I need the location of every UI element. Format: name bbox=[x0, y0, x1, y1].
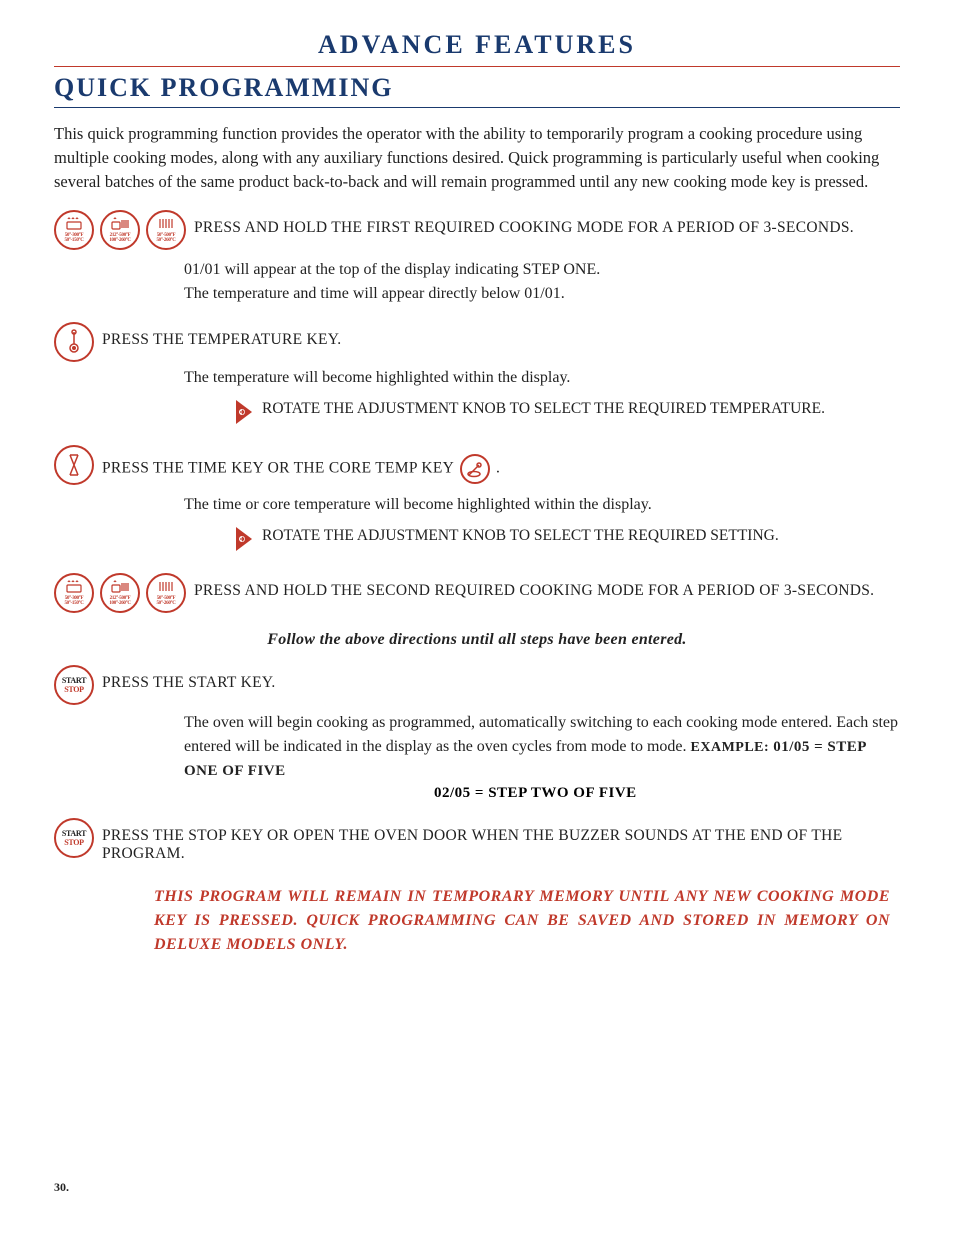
step-body-line: 01/01 will appear at the top of the disp… bbox=[184, 258, 900, 282]
manual-page: ADVANCE FEATURES QUICK PROGRAMMING This … bbox=[0, 0, 954, 1235]
mode-sublabel: 50°-300°F 50°-150°C bbox=[56, 596, 92, 606]
main-title: ADVANCE FEATURES bbox=[54, 30, 900, 67]
start-label: START bbox=[62, 676, 86, 685]
steam-mode-icon: 50°-300°F 50°-150°C bbox=[54, 573, 94, 613]
icon-group: START STOP bbox=[54, 818, 94, 858]
stop-label: STOP bbox=[64, 838, 84, 847]
example-line-2: 02/05 = STEP TWO OF FIVE bbox=[434, 785, 900, 802]
mode-sublabel: 212°-500°F 100°-260°C bbox=[102, 596, 138, 606]
arrow-icon bbox=[234, 525, 256, 556]
step-instruction: PRESS AND HOLD THE FIRST REQUIRED COOKIN… bbox=[194, 210, 854, 237]
icon-group bbox=[54, 322, 94, 362]
follow-note: Follow the above directions until all st… bbox=[54, 631, 900, 649]
step-5-row: START STOP PRESS THE START KEY. bbox=[54, 665, 900, 705]
step-instruction: PRESS THE START KEY. bbox=[102, 665, 276, 692]
start-stop-key-icon: START STOP bbox=[54, 818, 94, 858]
arrow-row: ROTATE THE ADJUSTMENT KNOB TO SELECT THE… bbox=[234, 398, 900, 429]
arrow-instruction: ROTATE THE ADJUSTMENT KNOB TO SELECT THE… bbox=[262, 398, 825, 418]
arrow-instruction: ROTATE THE ADJUSTMENT KNOB TO SELECT THE… bbox=[262, 525, 779, 545]
step-text-part: PRESS THE TIME KEY OR THE CORE TEMP KEY bbox=[102, 460, 458, 477]
mode-sublabel: 50°-500°F 50°-260°C bbox=[148, 233, 184, 243]
step-4-row: 50°-300°F 50°-150°C 212°-500°F 100°-260°… bbox=[54, 573, 900, 613]
icon-group: START STOP bbox=[54, 665, 94, 705]
stop-label: STOP bbox=[64, 685, 84, 694]
step-instruction: PRESS AND HOLD THE SECOND REQUIRED COOKI… bbox=[194, 573, 874, 600]
mode-sublabel: 212°-500°F 100°-260°C bbox=[102, 233, 138, 243]
mode-icon-group: 50°-300°F 50°-150°C 212°-500°F 100°-260°… bbox=[54, 210, 186, 250]
intro-paragraph: This quick programming function provides… bbox=[54, 122, 900, 194]
step-text-part: . bbox=[496, 460, 500, 477]
step-6-row: START STOP PRESS THE STOP KEY OR OPEN TH… bbox=[54, 818, 900, 863]
step-1-body: 01/01 will appear at the top of the disp… bbox=[184, 258, 900, 306]
temperature-key-icon bbox=[54, 322, 94, 362]
step-body-line: The temperature and time will appear dir… bbox=[184, 282, 900, 306]
step-instruction: PRESS THE TIME KEY OR THE CORE TEMP KEY … bbox=[102, 445, 500, 484]
step-3-body: The time or core temperature will become… bbox=[184, 493, 900, 517]
warning-note: THIS PROGRAM WILL REMAIN IN TEMPORARY ME… bbox=[154, 885, 890, 957]
combi-mode-icon: 212°-500°F 100°-260°C bbox=[100, 573, 140, 613]
arrow-row: ROTATE THE ADJUSTMENT KNOB TO SELECT THE… bbox=[234, 525, 900, 556]
step-5-body: The oven will begin cooking as programme… bbox=[184, 711, 900, 783]
page-number: 30. bbox=[54, 1180, 69, 1195]
step-instruction: PRESS THE TEMPERATURE KEY. bbox=[102, 322, 341, 349]
example-label: EXAMPLE: bbox=[691, 740, 774, 755]
step-instruction: PRESS THE STOP KEY OR OPEN THE OVEN DOOR… bbox=[102, 818, 900, 863]
combi-mode-icon: 212°-500°F 100°-260°C bbox=[100, 210, 140, 250]
core-temp-key-icon bbox=[460, 454, 490, 484]
mode-sublabel: 50°-300°F 50°-150°C bbox=[56, 233, 92, 243]
section-title: QUICK PROGRAMMING bbox=[54, 73, 900, 108]
start-stop-key-icon: START STOP bbox=[54, 665, 94, 705]
steam-mode-icon: 50°-300°F 50°-150°C bbox=[54, 210, 94, 250]
step-3-row: PRESS THE TIME KEY OR THE CORE TEMP KEY … bbox=[54, 445, 900, 485]
mode-sublabel: 50°-500°F 50°-260°C bbox=[148, 596, 184, 606]
step-1-row: 50°-300°F 50°-150°C 212°-500°F 100°-260°… bbox=[54, 210, 900, 250]
start-label: START bbox=[62, 829, 86, 838]
step-2-body: The temperature will become highlighted … bbox=[184, 366, 900, 390]
convection-mode-icon: 50°-500°F 50°-260°C bbox=[146, 573, 186, 613]
mode-icon-group: 50°-300°F 50°-150°C 212°-500°F 100°-260°… bbox=[54, 573, 186, 613]
convection-mode-icon: 50°-500°F 50°-260°C bbox=[146, 210, 186, 250]
time-key-icon bbox=[54, 445, 94, 485]
step-2-row: PRESS THE TEMPERATURE KEY. bbox=[54, 322, 900, 362]
icon-group bbox=[54, 445, 94, 485]
arrow-icon bbox=[234, 398, 256, 429]
